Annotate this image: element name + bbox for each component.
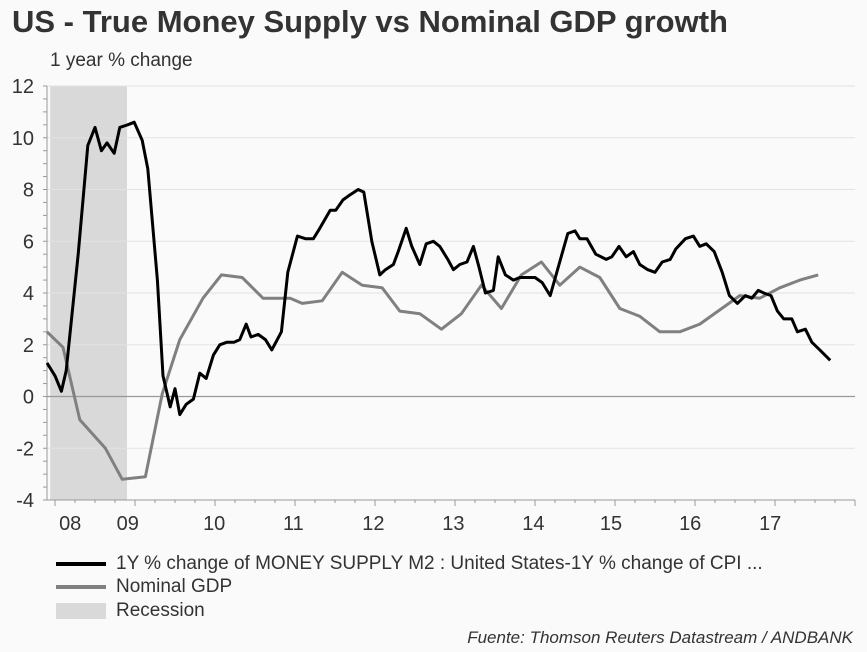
y-tick-label: 4 xyxy=(23,283,34,305)
x-tick-label: 09 xyxy=(117,513,139,535)
x-tick-label: 12 xyxy=(362,513,384,535)
y-tick-label: -4 xyxy=(16,490,34,512)
y-tick-label: 8 xyxy=(23,180,34,202)
legend-label-recession: Recession xyxy=(116,600,205,621)
chart-title: US - True Money Supply vs Nominal GDP gr… xyxy=(12,4,728,39)
y-tick-label: 6 xyxy=(23,231,34,253)
x-tick-label: 10 xyxy=(203,513,225,535)
y-tick-label: -2 xyxy=(16,438,34,460)
legend-item-nominal-gdp: Nominal GDP xyxy=(56,576,232,598)
series-line-money-supply xyxy=(45,120,832,417)
legend-swatch-nominal-gdp xyxy=(56,585,106,589)
x-tick-label: 15 xyxy=(600,513,622,535)
y-axis-label: 1 year % change xyxy=(50,50,193,71)
legend-item-money-supply: 1Y % change of MONEY SUPPLY M2 : United … xyxy=(56,553,763,575)
x-tick-label: 08 xyxy=(59,513,81,535)
x-tick-label: 11 xyxy=(283,513,304,535)
x-tick-label: 16 xyxy=(679,513,701,535)
y-tick-label: 0 xyxy=(23,387,34,409)
x-tick-label: 13 xyxy=(442,513,464,535)
legend-label-nominal-gdp: Nominal GDP xyxy=(116,576,233,597)
legend-swatch-money-supply xyxy=(56,562,106,566)
y-tick-label: 12 xyxy=(12,76,34,98)
source-note: Fuente: Thomson Reuters Datastream / AND… xyxy=(467,628,853,647)
y-tick-label: 10 xyxy=(12,128,34,150)
series-line-nominal-gdp xyxy=(45,260,819,481)
legend-label-money-supply: 1Y % change of MONEY SUPPLY M2 : United … xyxy=(116,553,763,574)
y-tick-label: 2 xyxy=(23,335,34,357)
x-tick-label: 14 xyxy=(522,513,544,535)
legend-swatch-recession xyxy=(56,603,106,619)
x-tick-label: 17 xyxy=(759,513,781,535)
legend-item-recession: Recession xyxy=(56,600,205,622)
